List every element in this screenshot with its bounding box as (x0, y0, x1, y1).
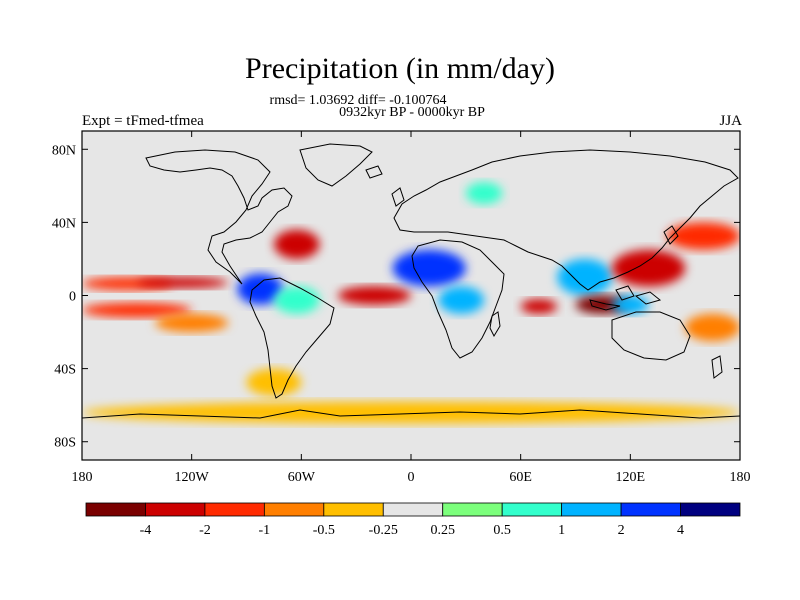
anomaly-region-11 (520, 299, 558, 314)
anomaly-region-12 (557, 258, 613, 296)
anomaly-region-19 (246, 368, 302, 397)
lon-tick-label: 60W (288, 470, 316, 485)
anomaly-region-17 (685, 313, 740, 342)
colorbar-swatch (501, 502, 563, 517)
period-line: 0932kyr BP - 0000kyr BP (339, 105, 485, 120)
anomaly-region-6 (273, 229, 320, 259)
anomaly-region-16 (666, 222, 740, 250)
anomaly-region-3 (155, 313, 229, 333)
anomaly-region-10 (465, 182, 503, 205)
lat-axis: 80N 40N 0 40S 80S (52, 143, 740, 451)
anomaly-region-4 (237, 273, 284, 305)
anomaly-region-9 (438, 286, 485, 314)
lat-tick-label: 80N (52, 143, 76, 158)
colorbar-swatch (680, 502, 741, 517)
map-title: Precipitation (in mm/day) (245, 52, 555, 85)
lat-tick-label: 0 (69, 290, 76, 305)
colorbar-label: 0.5 (493, 523, 511, 538)
colorbar-swatch (263, 502, 325, 517)
anomaly-region-7 (337, 286, 412, 305)
lon-tick-label: 180 (72, 470, 93, 485)
colorbar-label: 1 (558, 523, 565, 538)
colorbar-swatch (442, 502, 503, 517)
colorbar-label: -1 (259, 523, 271, 538)
anomaly-region-15 (612, 295, 649, 314)
colorbar-label: 0.25 (430, 523, 455, 538)
lon-tick-label: 60E (509, 470, 532, 485)
colorbar-label: -4 (140, 523, 152, 538)
colorbar-label: 2 (618, 523, 625, 538)
colorbar-swatch (145, 502, 206, 517)
experiment-label: Expt = tFmed-tfmea (82, 113, 204, 129)
anomaly-field (82, 182, 740, 424)
colorbar-label: -0.25 (369, 523, 398, 538)
colorbar-label: -0.5 (313, 523, 335, 538)
lon-tick-label: 0 (408, 470, 415, 485)
lat-tick-label: 40S (54, 363, 76, 378)
colorbar-swatch (620, 502, 681, 517)
colorbar-swatch (561, 502, 622, 517)
lon-axis: 180 120W 60W 0 60E 120E 180 (72, 131, 751, 485)
colorbar-label: 4 (677, 523, 684, 538)
anomaly-region-8 (392, 249, 466, 287)
colorbar: -4 -2 -1 -0.5 -0.25 0.25 0.5 1 2 4 (85, 502, 741, 538)
lon-tick-label: 120W (175, 470, 210, 485)
anomaly-region-1 (136, 277, 229, 289)
colorbar-swatch (85, 502, 146, 517)
season-label: JJA (719, 113, 742, 129)
colorbar-swatch (323, 502, 384, 517)
lat-tick-label: 40N (52, 216, 76, 231)
colorbar-swatch (382, 502, 444, 517)
lat-tick-label: 80S (54, 436, 76, 451)
lon-tick-label: 120E (616, 470, 646, 485)
stats-line: rmsd= 1.03692 diff= -0.100764 (269, 93, 447, 108)
anomaly-region-5 (273, 286, 320, 314)
lon-tick-label: 180 (730, 470, 751, 485)
coastlines (82, 143, 740, 419)
anomaly-region-2 (82, 302, 192, 318)
colorbar-label: -2 (199, 523, 211, 538)
colorbar-swatch (204, 502, 265, 517)
anomaly-region-18 (82, 401, 740, 424)
anomaly-region-14 (612, 249, 686, 287)
